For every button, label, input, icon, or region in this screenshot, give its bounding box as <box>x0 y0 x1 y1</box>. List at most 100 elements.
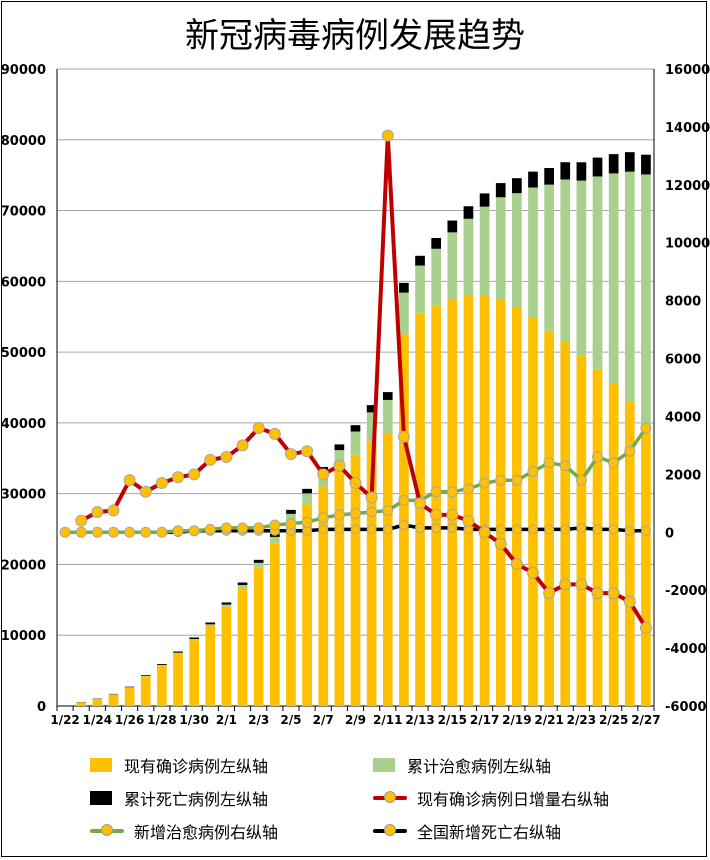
bar-confirmed <box>624 401 635 706</box>
point-new-cured <box>301 516 313 528</box>
bar-confirmed <box>415 313 425 706</box>
point-new-deaths <box>398 520 409 531</box>
point-new-deaths <box>350 524 361 535</box>
y-left-tick-label: 60000 <box>1 275 46 290</box>
point-new-cured <box>237 522 249 534</box>
point-new-cured <box>253 522 265 534</box>
bar-confirmed <box>76 702 87 706</box>
point-new-cured <box>479 477 491 489</box>
point-daily-change <box>397 430 410 443</box>
x-tick-label: 2/23 <box>567 713 596 727</box>
bar-confirmed <box>479 295 490 706</box>
bar-deaths <box>495 183 506 198</box>
x-tick-label: 2/25 <box>599 713 628 727</box>
point-new-deaths <box>608 524 619 535</box>
x-tick-label: 2/3 <box>248 713 269 727</box>
bar-confirmed <box>318 486 329 706</box>
bar-deaths <box>624 152 635 172</box>
point-new-cured <box>430 486 442 498</box>
y-right-tick-label: -4000 <box>665 642 707 657</box>
point-daily-change <box>430 508 443 521</box>
point-daily-change <box>188 468 201 481</box>
bar-deaths <box>479 193 490 207</box>
bar-cured <box>512 193 522 308</box>
chart-title: 新冠病毒病例发展趋势 <box>185 16 525 56</box>
point-new-deaths <box>544 524 555 535</box>
bar-deaths <box>528 171 538 188</box>
bar-cured <box>221 604 232 607</box>
y-left-tick-label: 30000 <box>1 488 46 503</box>
bar-cured <box>302 493 312 505</box>
point-new-cured <box>366 506 378 518</box>
point-daily-change <box>91 506 104 519</box>
bar-cured <box>399 292 409 335</box>
bar-deaths <box>189 637 199 639</box>
bar-deaths <box>334 444 345 451</box>
y-right-tick-label: 2000 <box>665 468 701 483</box>
y-left-tick-label: 10000 <box>1 629 46 644</box>
bar-confirmed <box>528 316 538 706</box>
point-daily-change <box>252 422 265 435</box>
bar-deaths <box>124 686 135 688</box>
point-daily-change <box>349 477 362 490</box>
x-tick-label: 2/15 <box>438 713 467 727</box>
point-new-deaths <box>511 524 522 535</box>
point-new-deaths <box>382 524 393 535</box>
bar-cured <box>269 536 280 544</box>
x-tick-label: 2/5 <box>280 713 301 727</box>
bar-deaths <box>366 405 377 413</box>
y-left-tick-label: 20000 <box>1 558 46 573</box>
bar-confirmed <box>286 521 296 706</box>
bar-deaths <box>157 664 167 665</box>
bar-confirmed <box>205 626 216 706</box>
bar-deaths <box>140 675 151 676</box>
point-new-deaths <box>415 522 426 533</box>
bar-deaths <box>415 255 425 266</box>
point-daily-change <box>478 526 491 539</box>
point-daily-change <box>526 566 539 579</box>
point-new-cured <box>511 474 523 486</box>
point-daily-change <box>494 537 507 550</box>
bar-cured <box>495 197 506 300</box>
x-tick-label: 1/28 <box>147 713 176 727</box>
point-daily-change <box>639 621 652 634</box>
bar-cured <box>560 179 571 342</box>
point-daily-change <box>591 587 604 600</box>
legend-label: 累计治愈病例左纵轴 <box>407 757 552 776</box>
y-left-tick-label: 50000 <box>1 346 46 361</box>
point-new-cured <box>495 474 507 486</box>
point-daily-change <box>623 595 636 608</box>
bar-cured <box>641 174 651 430</box>
bar-cured <box>479 206 490 296</box>
y-right-tick-label: -2000 <box>665 584 707 599</box>
bar-cured <box>624 171 635 402</box>
bar-cured <box>253 562 264 568</box>
point-new-deaths <box>334 524 345 535</box>
legend-item-new_cured: 新增治愈病例右纵轴 <box>90 818 278 844</box>
legend-item-deaths: 累计死亡病例左纵轴 <box>90 785 268 811</box>
bar-confirmed <box>108 694 119 706</box>
point-new-cured <box>269 519 281 531</box>
point-new-cured <box>640 422 652 434</box>
bar-cured <box>366 412 377 441</box>
y-left-tick-label: 90000 <box>1 63 46 78</box>
point-new-deaths <box>431 522 442 533</box>
bar-deaths <box>302 488 312 494</box>
x-tick-label: 2/27 <box>631 713 660 727</box>
bar-deaths <box>173 651 183 653</box>
point-new-cured <box>107 526 119 538</box>
bar-cured <box>350 431 361 455</box>
point-daily-change <box>462 514 475 527</box>
legend-item-cured: 累计治愈病例左纵轴 <box>373 752 551 778</box>
bar-cured <box>544 184 554 331</box>
point-daily-change <box>301 445 314 458</box>
y-right-tick-label: 16000 <box>665 63 710 78</box>
bar-confirmed <box>447 299 458 706</box>
bar-deaths <box>221 602 232 605</box>
y-right-tick-label: 14000 <box>665 121 710 136</box>
bar-deaths <box>641 154 651 175</box>
bar-cured <box>447 232 458 300</box>
bar-cured <box>431 248 442 307</box>
bar-confirmed <box>92 698 103 706</box>
point-new-deaths <box>366 524 377 535</box>
